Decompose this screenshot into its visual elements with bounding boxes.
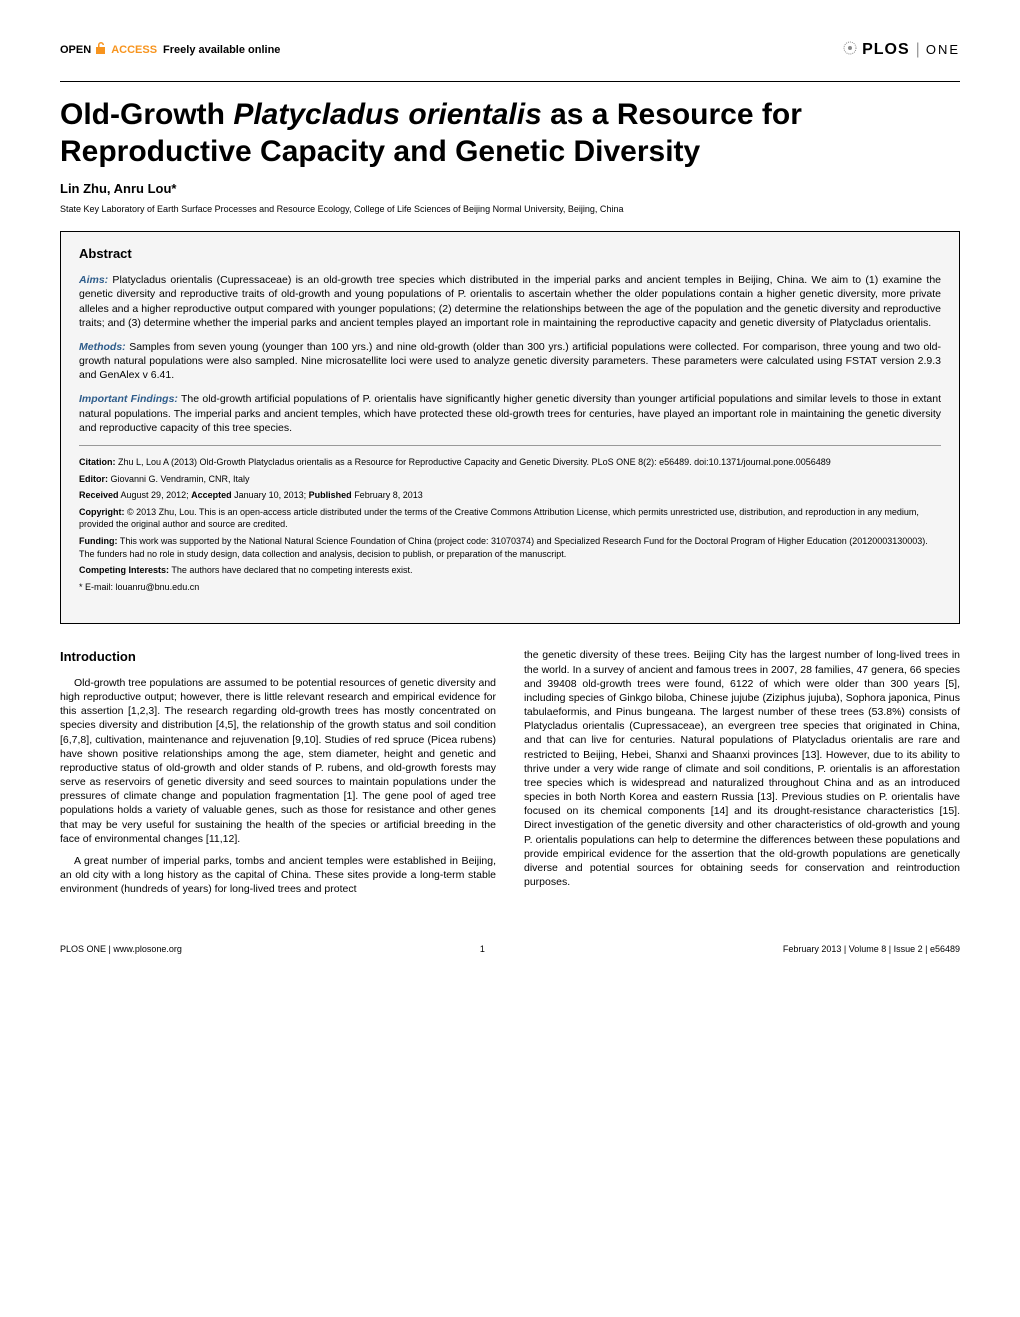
editor-text: Giovanni G. Vendramin, CNR, Italy — [108, 474, 250, 484]
open-text: OPEN — [60, 43, 91, 57]
header-rule — [60, 81, 960, 82]
footer-center: 1 — [480, 944, 485, 956]
accepted-label: Accepted — [191, 490, 232, 500]
intro-heading: Introduction — [60, 648, 496, 666]
accepted-text: January 10, 2013; — [232, 490, 309, 500]
abstract-aims: Aims: Platycladus orientalis (Cupressace… — [79, 273, 941, 330]
page-footer: PLOS ONE | www.plosone.org 1 February 20… — [60, 944, 960, 956]
email-line: * E-mail: louanru@bnu.edu.cn — [79, 581, 941, 594]
abstract-heading: Abstract — [79, 246, 941, 263]
aims-text: Platycladus orientalis (Cupressaceae) is… — [79, 274, 941, 329]
citation-line: Citation: Zhu L, Lou A (2013) Old-Growth… — [79, 456, 941, 469]
title-pre: Old-Growth — [60, 98, 233, 131]
plos-logo: PLOS | ONE — [842, 40, 960, 61]
freely-text: Freely available online — [163, 43, 280, 57]
findings-lead: Important Findings: — [79, 393, 178, 405]
lock-icon — [95, 41, 107, 59]
one-text: ONE — [926, 42, 960, 59]
access-text: ACCESS — [111, 43, 157, 57]
abstract-box: Abstract Aims: Platycladus orientalis (C… — [60, 231, 960, 624]
title-species: Platycladus orientalis — [233, 98, 541, 131]
copyright-text: © 2013 Zhu, Lou. This is an open-access … — [79, 507, 919, 530]
citation-label: Citation: — [79, 457, 116, 467]
intro-p3: the genetic diversity of these trees. Be… — [524, 648, 960, 889]
funding-line: Funding: This work was supported by the … — [79, 535, 941, 560]
funding-label: Funding: — [79, 536, 117, 546]
competing-label: Competing Interests: — [79, 565, 169, 575]
intro-p1: Old-growth tree populations are assumed … — [60, 676, 496, 846]
right-column: the genetic diversity of these trees. Be… — [524, 648, 960, 904]
abstract-findings: Important Findings: The old-growth artif… — [79, 392, 941, 435]
editor-line: Editor: Giovanni G. Vendramin, CNR, Ital… — [79, 473, 941, 486]
logo-divider: | — [916, 40, 920, 61]
received-text: August 29, 2012; — [119, 490, 192, 500]
funding-text: This work was supported by the National … — [79, 536, 928, 559]
received-label: Received — [79, 490, 119, 500]
article-title: Old-Growth Platycladus orientalis as a R… — [60, 96, 960, 171]
methods-text: Samples from seven young (younger than 1… — [79, 341, 941, 381]
dates-line: Received August 29, 2012; Accepted Janua… — [79, 489, 941, 502]
citation-text: Zhu L, Lou A (2013) Old-Growth Platyclad… — [116, 457, 831, 467]
footer-right: February 2013 | Volume 8 | Issue 2 | e56… — [783, 944, 960, 956]
findings-text: The old-growth artificial populations of… — [79, 393, 941, 433]
competing-line: Competing Interests: The authors have de… — [79, 564, 941, 577]
abstract-methods: Methods: Samples from seven young (young… — [79, 340, 941, 383]
editor-label: Editor: — [79, 474, 108, 484]
open-access-badge: OPEN ACCESS Freely available online — [60, 41, 280, 59]
published-label: Published — [309, 490, 352, 500]
left-column: Introduction Old-growth tree populations… — [60, 648, 496, 904]
footer-left: PLOS ONE | www.plosone.org — [60, 944, 182, 956]
affiliation: State Key Laboratory of Earth Surface Pr… — [60, 204, 960, 216]
plos-text: PLOS — [862, 40, 910, 61]
body-columns: Introduction Old-growth tree populations… — [60, 648, 960, 904]
logo-icon — [842, 40, 858, 60]
authors: Lin Zhu, Anru Lou* — [60, 181, 960, 198]
methods-lead: Methods: — [79, 341, 126, 353]
abstract-rule — [79, 445, 941, 446]
copyright-label: Copyright: — [79, 507, 125, 517]
aims-lead: Aims: — [79, 274, 108, 286]
header-row: OPEN ACCESS Freely available online PLOS… — [60, 40, 960, 61]
published-text: February 8, 2013 — [352, 490, 423, 500]
competing-text: The authors have declared that no compet… — [169, 565, 412, 575]
intro-p2: A great number of imperial parks, tombs … — [60, 854, 496, 897]
copyright-line: Copyright: © 2013 Zhu, Lou. This is an o… — [79, 506, 941, 531]
